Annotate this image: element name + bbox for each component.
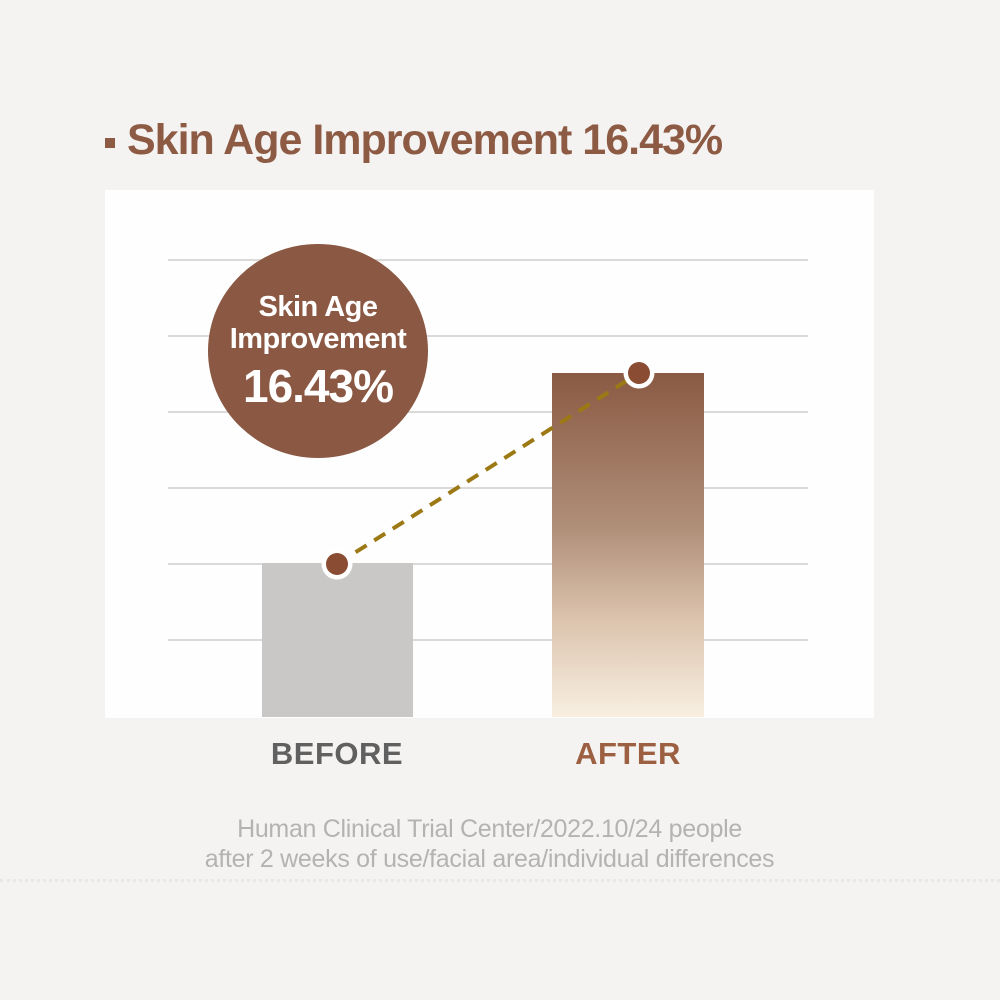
badge-line2: Improvement bbox=[229, 323, 407, 355]
gridline bbox=[168, 487, 808, 489]
page-title: Skin Age Improvement 16.43% bbox=[127, 116, 723, 164]
page-title-row: Skin Age Improvement 16.43% bbox=[105, 116, 723, 165]
chart-panel bbox=[105, 190, 874, 718]
footnote-line1: Human Clinical Trial Center/2022.10/24 p… bbox=[237, 815, 742, 843]
footnote: Human Clinical Trial Center/2022.10/24 p… bbox=[105, 814, 874, 874]
gridline bbox=[168, 411, 808, 413]
data-point-marker-before bbox=[326, 553, 348, 575]
trend-dashed-line bbox=[335, 371, 641, 566]
gridline bbox=[168, 639, 808, 641]
gridline bbox=[168, 563, 808, 565]
xlabel-before: BEFORE bbox=[270, 736, 404, 771]
gridline bbox=[168, 259, 808, 261]
xlabel-after: AFTER bbox=[575, 736, 681, 771]
data-point-marker-after bbox=[628, 362, 650, 384]
connector-and-markers bbox=[321, 357, 655, 580]
gridline bbox=[168, 335, 808, 337]
badge-line1: Skin Age bbox=[258, 291, 378, 323]
badge-value: 16.43% bbox=[242, 360, 394, 412]
improvement-badge: Skin Age Improvement 16.43% bbox=[208, 244, 428, 458]
bar-after bbox=[552, 373, 704, 717]
bullet-square-icon bbox=[105, 137, 115, 148]
footnote-line2: after 2 weeks of use/facial area/individ… bbox=[204, 845, 775, 873]
bar-before bbox=[262, 563, 413, 717]
dotted-divider bbox=[0, 879, 1000, 882]
